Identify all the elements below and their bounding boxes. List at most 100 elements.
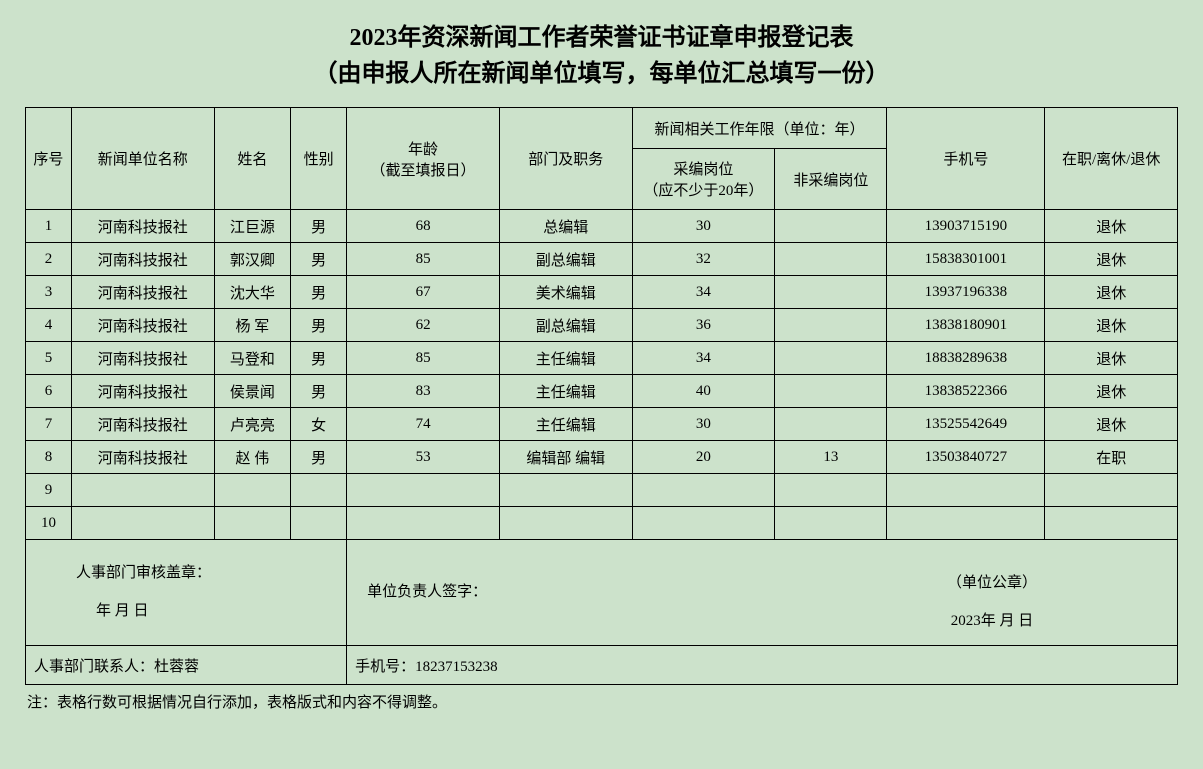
cell-work2: 13 <box>775 441 887 474</box>
header-unit: 新闻单位名称 <box>71 108 214 210</box>
cell-phone <box>887 507 1045 540</box>
cell-work2 <box>775 309 887 342</box>
cell-gender: 男 <box>291 243 347 276</box>
cell-seq: 9 <box>26 474 72 507</box>
cell-work2 <box>775 507 887 540</box>
header-work-group: 新闻相关工作年限（单位：年） <box>632 108 887 149</box>
cell-phone: 13503840727 <box>887 441 1045 474</box>
cell-work1: 30 <box>632 210 775 243</box>
cell-unit: 河南科技报社 <box>71 441 214 474</box>
cell-gender: 男 <box>291 276 347 309</box>
cell-phone: 18838289638 <box>887 342 1045 375</box>
cell-age: 74 <box>347 408 500 441</box>
cell-work2 <box>775 375 887 408</box>
cell-unit <box>71 474 214 507</box>
cell-status: 退休 <box>1045 375 1178 408</box>
cell-seq: 10 <box>26 507 72 540</box>
table-row: 8河南科技报社赵 伟男53编辑部 编辑201313503840727在职 <box>26 441 1178 474</box>
cell-phone: 13937196338 <box>887 276 1045 309</box>
leader-seal-cell: 单位负责人签字： （单位公章） 2023年 月 日 <box>347 540 1178 646</box>
header-status: 在职/离休/退休 <box>1045 108 1178 210</box>
cell-work1: 30 <box>632 408 775 441</box>
cell-unit: 河南科技报社 <box>71 309 214 342</box>
cell-phone: 13903715190 <box>887 210 1045 243</box>
cell-dept <box>500 474 633 507</box>
cell-seq: 3 <box>26 276 72 309</box>
title-block: 2023年资深新闻工作者荣誉证书证章申报登记表 （由申报人所在新闻单位填写，每单… <box>25 20 1178 92</box>
table-row: 6河南科技报社侯景闻男83主任编辑4013838522366退休 <box>26 375 1178 408</box>
hr-seal-cell: 人事部门审核盖章： 年 月 日 <box>26 540 347 646</box>
cell-dept <box>500 507 633 540</box>
hr-date: 年 月 日 <box>76 593 344 631</box>
header-work-edit: 采编岗位 （应不少于20年） <box>632 149 775 210</box>
cell-name: 马登和 <box>214 342 290 375</box>
cell-work1: 40 <box>632 375 775 408</box>
contact-phone: 手机号：18237153238 <box>347 646 1178 685</box>
cell-work1: 34 <box>632 276 775 309</box>
contact-row: 人事部门联系人：杜蓉蓉 手机号：18237153238 <box>26 646 1178 685</box>
cell-name: 卢亮亮 <box>214 408 290 441</box>
cell-name: 赵 伟 <box>214 441 290 474</box>
cell-age: 83 <box>347 375 500 408</box>
cell-work2 <box>775 408 887 441</box>
cell-name: 郭汉卿 <box>214 243 290 276</box>
cell-work1 <box>632 474 775 507</box>
cell-seq: 5 <box>26 342 72 375</box>
cell-unit: 河南科技报社 <box>71 375 214 408</box>
header-dept: 部门及职务 <box>500 108 633 210</box>
cell-status: 退休 <box>1045 276 1178 309</box>
header-seq: 序号 <box>26 108 72 210</box>
cell-name <box>214 507 290 540</box>
unit-seal-label: （单位公章） <box>947 565 1037 603</box>
cell-unit: 河南科技报社 <box>71 276 214 309</box>
cell-work1: 34 <box>632 342 775 375</box>
cell-work1: 20 <box>632 441 775 474</box>
cell-seq: 1 <box>26 210 72 243</box>
cell-work2 <box>775 276 887 309</box>
cell-dept: 总编辑 <box>500 210 633 243</box>
cell-age <box>347 507 500 540</box>
unit-date: 2023年 月 日 <box>947 603 1037 641</box>
cell-age: 68 <box>347 210 500 243</box>
cell-status: 退休 <box>1045 408 1178 441</box>
cell-gender <box>291 474 347 507</box>
cell-dept: 主任编辑 <box>500 342 633 375</box>
cell-name: 侯景闻 <box>214 375 290 408</box>
cell-phone: 15838301001 <box>887 243 1045 276</box>
cell-seq: 7 <box>26 408 72 441</box>
cell-age: 85 <box>347 342 500 375</box>
table-row: 9 <box>26 474 1178 507</box>
cell-unit <box>71 507 214 540</box>
cell-age <box>347 474 500 507</box>
cell-work1: 32 <box>632 243 775 276</box>
table-row: 4河南科技报社杨 军男62副总编辑3613838180901退休 <box>26 309 1178 342</box>
table-row: 3河南科技报社沈大华男67美术编辑3413937196338退休 <box>26 276 1178 309</box>
cell-work2 <box>775 474 887 507</box>
hr-seal-label: 人事部门审核盖章： <box>76 555 344 593</box>
cell-name: 杨 军 <box>214 309 290 342</box>
cell-dept: 主任编辑 <box>500 408 633 441</box>
title-line-2: （由申报人所在新闻单位填写，每单位汇总填写一份） <box>25 56 1178 92</box>
header-gender: 性别 <box>291 108 347 210</box>
cell-work1 <box>632 507 775 540</box>
cell-name: 江巨源 <box>214 210 290 243</box>
cell-gender: 男 <box>291 441 347 474</box>
form-container: 2023年资深新闻工作者荣誉证书证章申报登记表 （由申报人所在新闻单位填写，每单… <box>0 0 1203 722</box>
cell-work2 <box>775 243 887 276</box>
cell-age: 85 <box>347 243 500 276</box>
table-row: 5河南科技报社马登和男85主任编辑3418838289638退休 <box>26 342 1178 375</box>
cell-gender: 男 <box>291 210 347 243</box>
cell-gender <box>291 507 347 540</box>
cell-dept: 编辑部 编辑 <box>500 441 633 474</box>
cell-work2 <box>775 210 887 243</box>
cell-status: 退休 <box>1045 342 1178 375</box>
cell-unit: 河南科技报社 <box>71 342 214 375</box>
header-name: 姓名 <box>214 108 290 210</box>
cell-phone: 13525542649 <box>887 408 1045 441</box>
table-row: 10 <box>26 507 1178 540</box>
contact-person: 人事部门联系人：杜蓉蓉 <box>26 646 347 685</box>
cell-work1: 36 <box>632 309 775 342</box>
cell-dept: 主任编辑 <box>500 375 633 408</box>
table-row: 1河南科技报社江巨源男68总编辑3013903715190退休 <box>26 210 1178 243</box>
registration-table: 序号 新闻单位名称 姓名 性别 年龄 （截至填报日） 部门及职务 新闻相关工作年… <box>25 107 1178 685</box>
